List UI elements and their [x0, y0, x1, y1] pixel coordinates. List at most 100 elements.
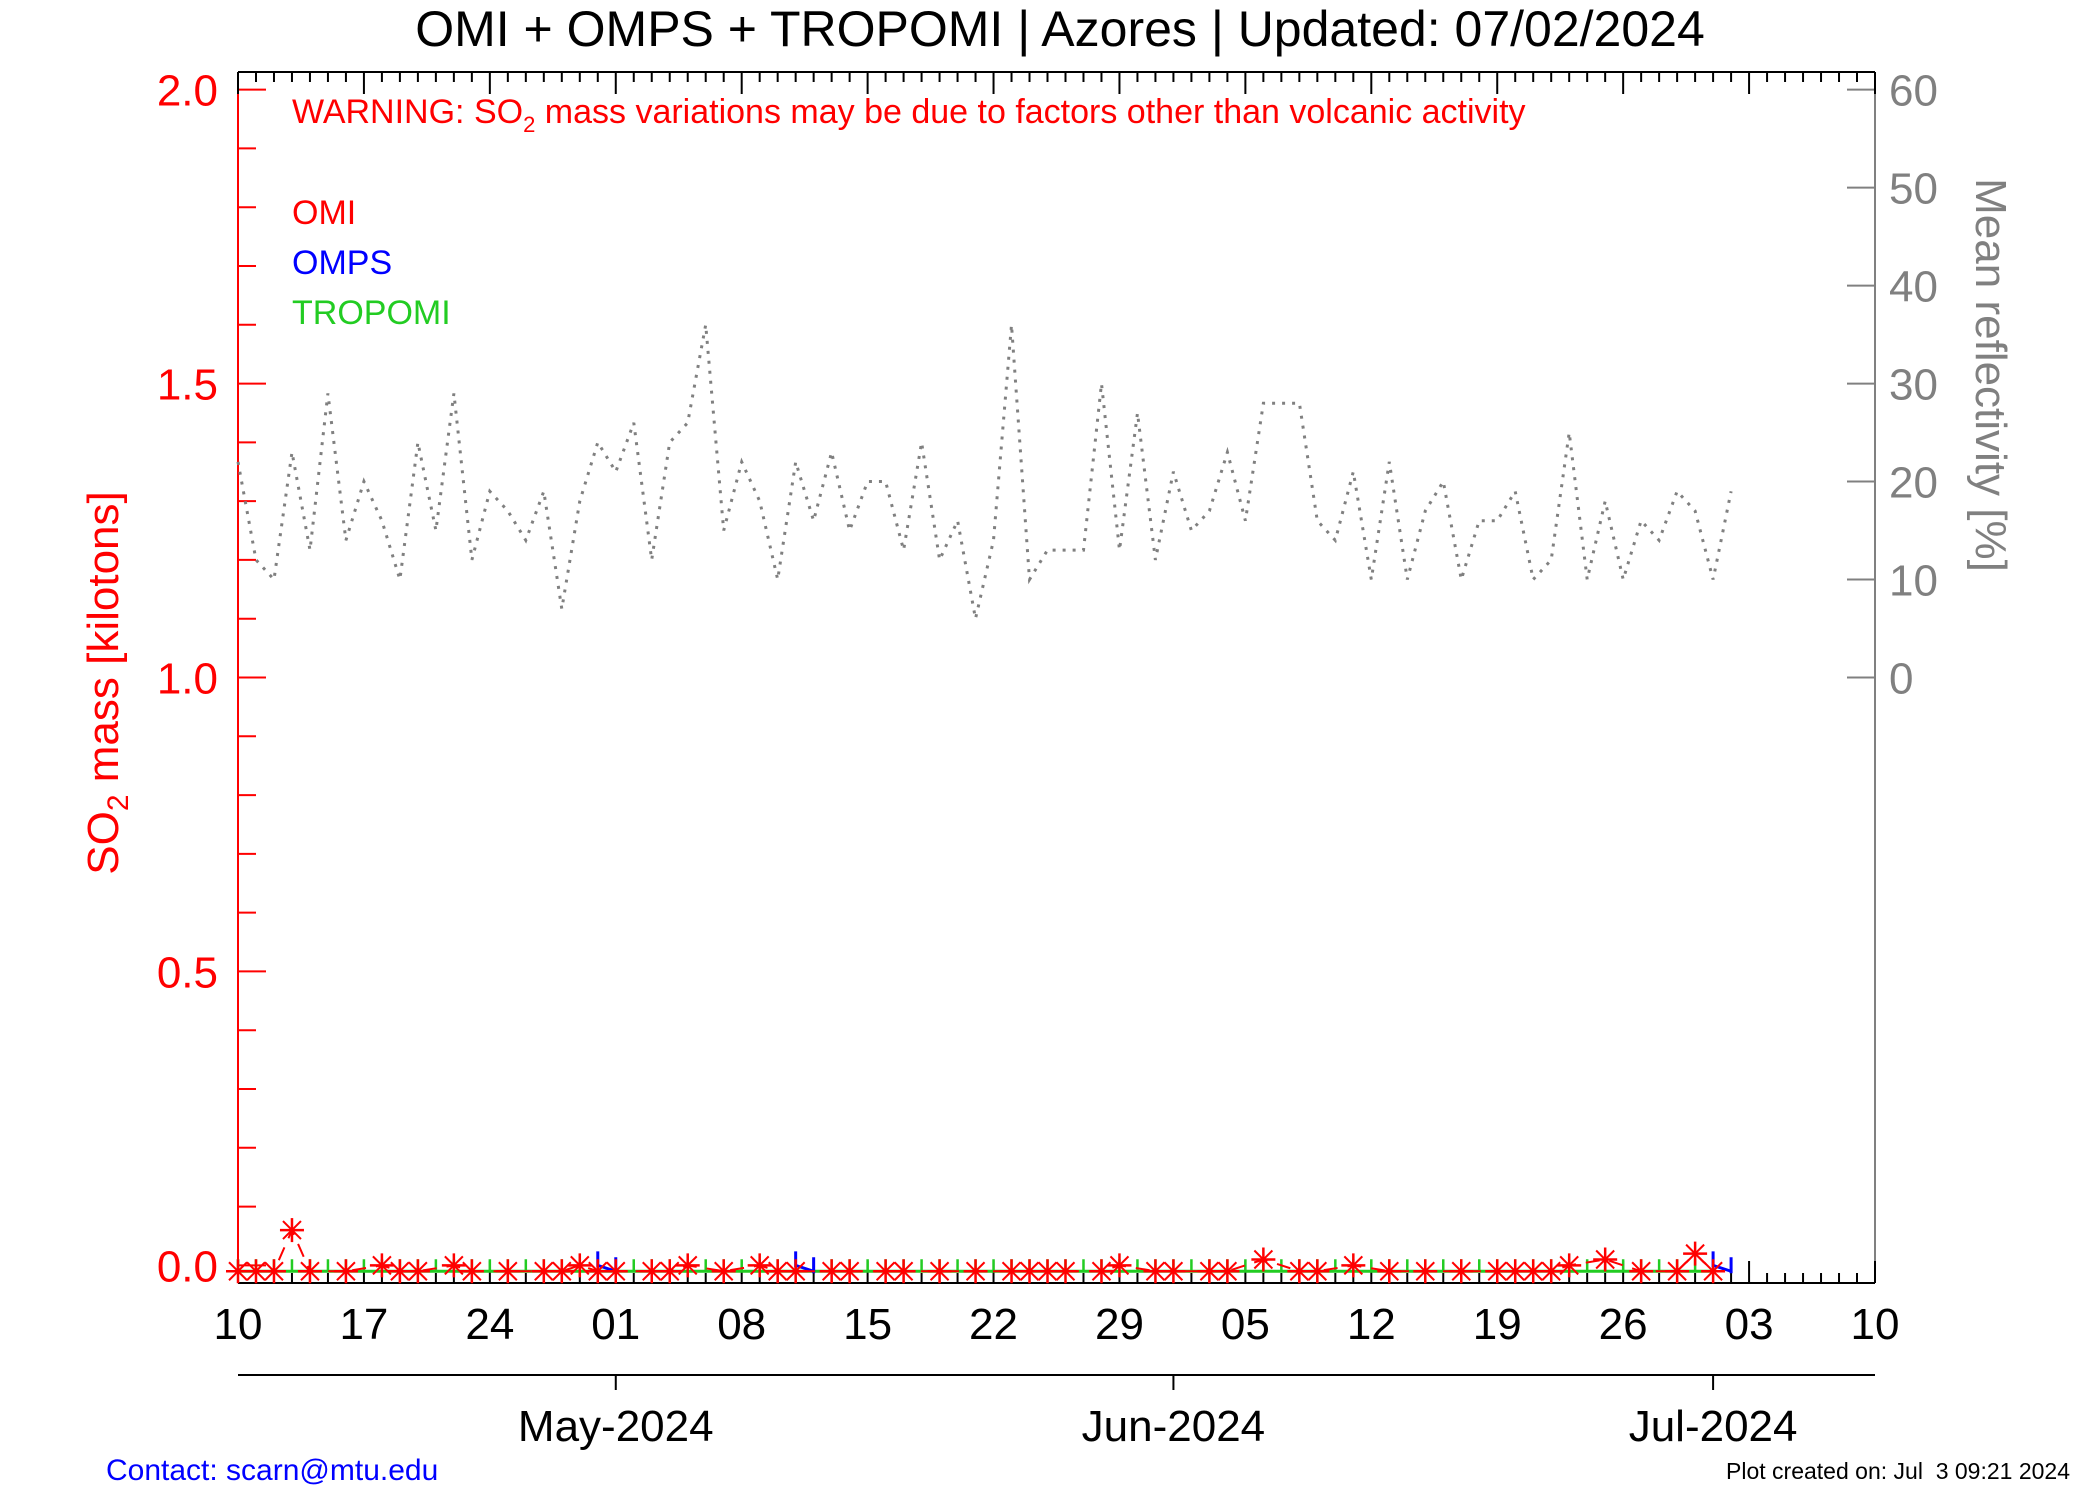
omi-point: [1449, 1259, 1474, 1284]
y-tick-label: 0.5: [157, 948, 218, 997]
x-tick-label: 29: [1095, 1300, 1144, 1349]
omi-point: [549, 1259, 574, 1284]
omi-point-d2: [1667, 1261, 1687, 1281]
omi-point: [1593, 1247, 1618, 1272]
omi-point-d2: [1631, 1261, 1651, 1281]
reflectivity-line: [236, 324, 1733, 620]
omi-point-d2: [1253, 1249, 1274, 1270]
omi-point-d2: [1523, 1261, 1543, 1281]
omi-point: [1683, 1241, 1708, 1266]
x-tick-label: 19: [1473, 1300, 1522, 1349]
omi-point-d2: [1487, 1261, 1507, 1281]
omi-point: [783, 1259, 808, 1284]
omi-point-d2: [1001, 1261, 1022, 1281]
x-tick-label: 22: [969, 1300, 1018, 1349]
omi-point: [387, 1259, 412, 1284]
omi-point-d2: [300, 1261, 320, 1281]
omi-point-d2: [588, 1261, 608, 1281]
omi-point-d2: [839, 1261, 860, 1281]
omi-point: [963, 1259, 988, 1284]
omi-point-d2: [1217, 1261, 1238, 1281]
omi-point-d2: [1055, 1261, 1076, 1281]
omi-point: [1413, 1259, 1438, 1284]
legend-omps: OMPS: [292, 244, 392, 282]
omi-point-d2: [1379, 1261, 1400, 1281]
chart-title: OMI + OMPS + TROPOMI | Azores | Updated:…: [415, 1, 1705, 57]
y-axis-ticks: 0.0 0.5 1.0 1.5 2.0: [157, 67, 266, 1291]
omi-point-d2: [965, 1261, 986, 1281]
omi-point: [873, 1259, 898, 1284]
omi-point-d2: [246, 1261, 266, 1281]
x-tick-label: 12: [1347, 1300, 1396, 1349]
x-tick-label: 05: [1221, 1300, 1270, 1349]
x-tick-label: 08: [717, 1300, 766, 1349]
x-tick-label: 10: [1851, 1300, 1900, 1349]
omi-point-d2: [570, 1255, 590, 1276]
omi-point: [1107, 1253, 1132, 1278]
omi-point: [369, 1253, 394, 1278]
omi-series: [226, 1218, 1726, 1284]
omi-point: [297, 1259, 322, 1284]
omi-point: [927, 1259, 952, 1284]
omi-point-d2: [1019, 1261, 1040, 1281]
omi-point-d2: [534, 1261, 554, 1281]
omi-point-d2: [1505, 1261, 1525, 1281]
x-tick-label: 10: [214, 1300, 263, 1349]
omi-point-d2: [749, 1255, 770, 1276]
omi-point: [1629, 1259, 1654, 1284]
y-tick-label: 1.5: [157, 361, 218, 410]
omi-point-d2: [1199, 1261, 1220, 1281]
warning-text: WARNING: SO2 mass variations may be due …: [292, 93, 1526, 137]
omi-point-d2: [642, 1261, 662, 1281]
omi-point: [531, 1259, 556, 1284]
omi-point: [711, 1259, 736, 1284]
omi-point: [1017, 1259, 1042, 1284]
x-tick-label: 15: [843, 1300, 892, 1349]
omi-point: [333, 1259, 358, 1284]
omi-point: [1539, 1259, 1564, 1284]
y2-tick-label: 50: [1889, 165, 1938, 214]
x-tick-label: 24: [465, 1300, 514, 1349]
omi-point-d2: [444, 1255, 464, 1276]
omi-point-d2: [1307, 1261, 1328, 1281]
omi-point: [495, 1259, 520, 1284]
month-label: Jun-2024: [1082, 1402, 1265, 1451]
omi-point-d2: [1685, 1243, 1705, 1264]
omi-point-d2: [408, 1261, 428, 1281]
omi-point-d2: [498, 1261, 518, 1281]
omi-point-d2: [678, 1255, 698, 1276]
y2-tick-label: 30: [1889, 361, 1938, 410]
y-axis-label: SO2 mass [kilotons]: [79, 491, 135, 874]
plot-created-timestamp: Plot created on: Jul 3 09:21 2024: [1726, 1458, 2070, 1484]
omi-point-d2: [264, 1261, 284, 1281]
omi-line: [238, 1227, 1714, 1273]
month-label: May-2024: [518, 1402, 714, 1451]
omi-point-d2: [1451, 1261, 1471, 1281]
omi-point-d2: [1703, 1261, 1723, 1281]
y2-tick-label: 60: [1889, 67, 1938, 116]
contact-email[interactable]: Contact: scarn@mtu.edu: [106, 1454, 439, 1487]
omi-point: [261, 1259, 286, 1284]
omi-point-d2: [390, 1261, 410, 1281]
omi-point-d2: [1109, 1255, 1130, 1276]
x-tick-label: 17: [339, 1300, 388, 1349]
y2-tick-label: 40: [1889, 263, 1938, 312]
y-tick-label: 2.0: [157, 67, 218, 116]
legend-omi: OMI: [292, 194, 356, 232]
omi-point-d2: [821, 1261, 842, 1281]
omi-point-d2: [1343, 1255, 1364, 1276]
legend-tropomi: TROPOMI: [292, 294, 451, 332]
y2-tick-label: 10: [1889, 557, 1938, 606]
reflectivity-series: [236, 324, 1733, 620]
omi-point: [1665, 1259, 1690, 1284]
y-tick-label: 1.0: [157, 655, 218, 704]
omi-point: [675, 1253, 700, 1278]
omi-point: [747, 1253, 772, 1278]
omi-point: [405, 1259, 430, 1284]
omi-point: [1485, 1259, 1510, 1284]
omi-point: [1053, 1259, 1078, 1284]
x-tick-label: 01: [591, 1300, 640, 1349]
omi-point: [1089, 1259, 1114, 1284]
omi-point: [1215, 1259, 1240, 1284]
